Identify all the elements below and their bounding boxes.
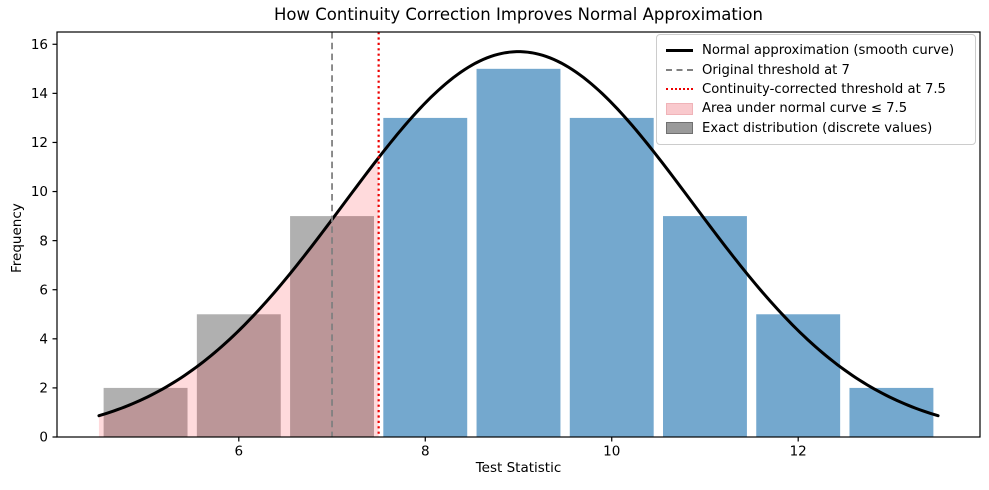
- histogram-bar-blue: [476, 68, 561, 438]
- histogram-bar-blue: [383, 117, 468, 437]
- x-tick-label: 12: [790, 444, 807, 460]
- legend-item: Area under normal curve ≤ 7.5: [666, 99, 966, 118]
- y-tick-label: 14: [31, 86, 48, 102]
- histogram-bar-blue: [756, 314, 841, 437]
- legend-swatch-solid-line: [666, 49, 693, 53]
- legend-label: Continuity-corrected threshold at 7.5: [702, 81, 946, 97]
- y-tick-label: 6: [39, 282, 48, 298]
- shaded-area: [98, 157, 379, 437]
- x-tick-label: 6: [235, 444, 244, 460]
- x-axis-label: Test Statistic: [475, 460, 562, 476]
- y-tick-label: 8: [39, 233, 48, 249]
- axes-frame: [56, 31, 981, 438]
- legend-item: Normal approximation (smooth curve): [666, 41, 966, 60]
- y-tick-label: 10: [31, 184, 48, 200]
- legend-swatch-gray-patch: [666, 122, 693, 135]
- legend-swatch-dashed-line: [666, 69, 693, 72]
- histogram-bar-blue: [663, 216, 747, 437]
- y-tick-label: 16: [31, 37, 48, 53]
- y-tick-label: 12: [31, 135, 48, 151]
- exact-bar-gray: [103, 387, 188, 437]
- histogram-bar-blue: [849, 387, 934, 437]
- y-tick-label: 4: [39, 332, 48, 348]
- legend-swatch-pink-patch: [666, 102, 693, 115]
- legend-label: Original threshold at 7: [702, 62, 850, 78]
- legend-item: Exact distribution (discrete values): [666, 119, 966, 138]
- x-tick-label: 8: [421, 444, 430, 460]
- legend-label: Normal approximation (smooth curve): [702, 43, 955, 59]
- x-tick-label: 10: [603, 444, 620, 460]
- legend-label: Area under normal curve ≤ 7.5: [702, 101, 908, 117]
- normal-curve: [97, 50, 940, 418]
- legend-swatch-dotted-line: [666, 88, 693, 91]
- legend-item: Continuity-corrected threshold at 7.5: [666, 80, 966, 99]
- histogram-bar-blue: [569, 117, 654, 437]
- exact-bar-gray: [196, 314, 281, 437]
- legend: Normal approximation (smooth curve) Orig…: [656, 34, 976, 145]
- chart-title: How Continuity Correction Improves Norma…: [274, 5, 763, 24]
- y-tick-label: 0: [39, 430, 48, 446]
- y-tick-label: 2: [39, 381, 48, 397]
- y-axis-label: Frequency: [9, 203, 25, 273]
- legend-label: Exact distribution (discrete values): [702, 120, 933, 136]
- legend-item: Original threshold at 7: [666, 60, 966, 79]
